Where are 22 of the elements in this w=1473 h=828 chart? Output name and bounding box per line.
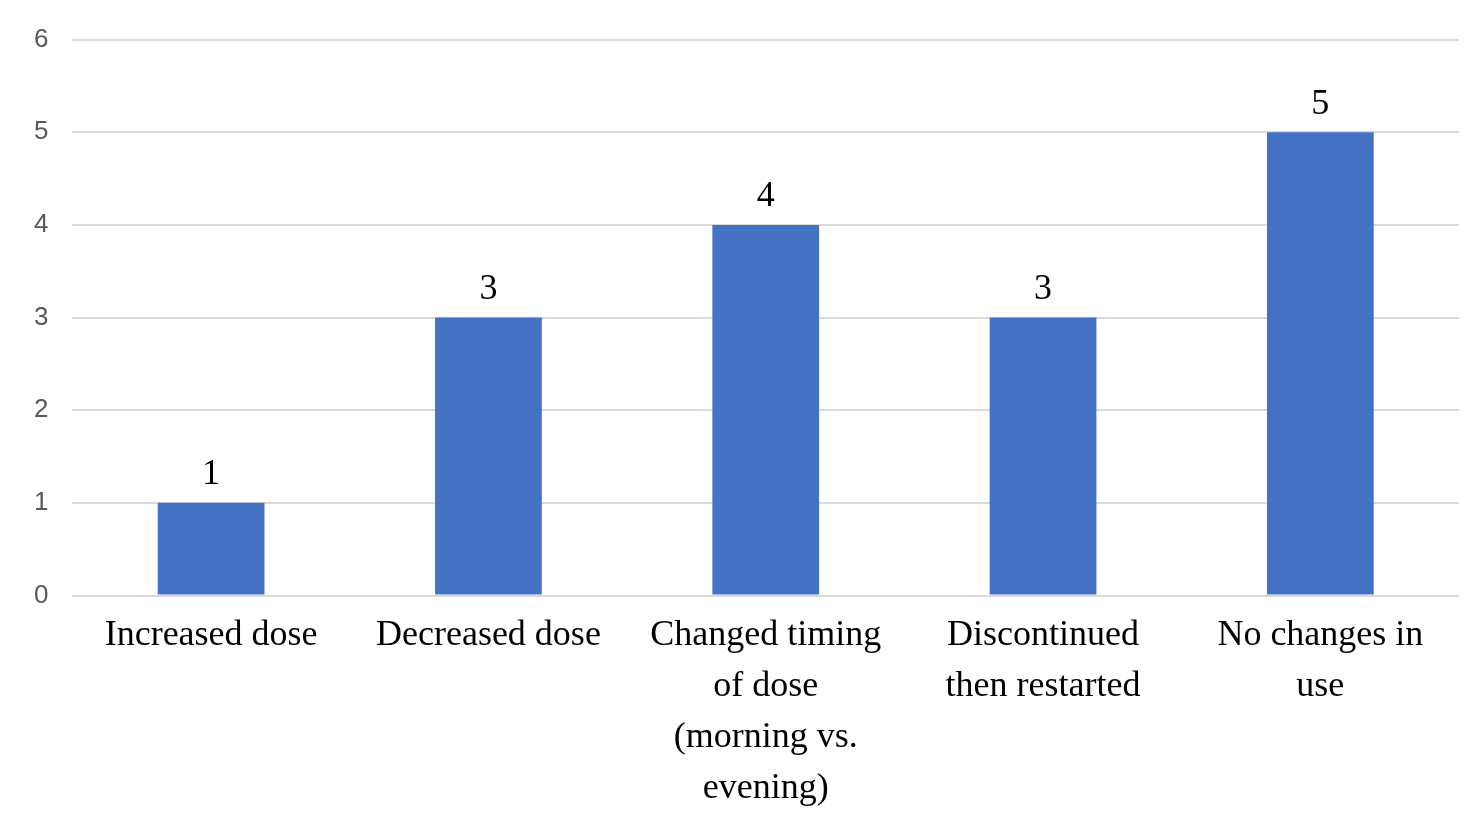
x-tick-label: Changed timing of dose (morning vs. evening) bbox=[650, 612, 882, 806]
x-tick-label: Discontinued then restarted bbox=[945, 612, 1141, 704]
bar bbox=[157, 502, 265, 595]
y-tick-label: 4 bbox=[33, 208, 49, 239]
x-tick-label: Decreased dose bbox=[375, 612, 601, 653]
y-tick-label: 6 bbox=[33, 22, 49, 53]
y-tick-label: 3 bbox=[33, 300, 49, 331]
data-label: 3 bbox=[479, 267, 498, 308]
x-tick-label: Increased dose bbox=[104, 612, 318, 653]
y-tick-label: 0 bbox=[33, 578, 49, 609]
bar bbox=[435, 317, 542, 595]
data-label: 1 bbox=[202, 452, 221, 493]
bar bbox=[989, 317, 1097, 595]
y-tick-label: 1 bbox=[33, 486, 49, 517]
y-tick-label: 5 bbox=[33, 115, 49, 146]
data-label: 4 bbox=[756, 174, 775, 215]
data-label: 5 bbox=[1311, 81, 1330, 122]
x-tick-label: No changes in use bbox=[1217, 612, 1424, 704]
y-tick-label: 2 bbox=[33, 393, 49, 424]
data-label: 3 bbox=[1034, 267, 1053, 308]
bar bbox=[712, 224, 820, 595]
bar bbox=[1266, 132, 1374, 595]
